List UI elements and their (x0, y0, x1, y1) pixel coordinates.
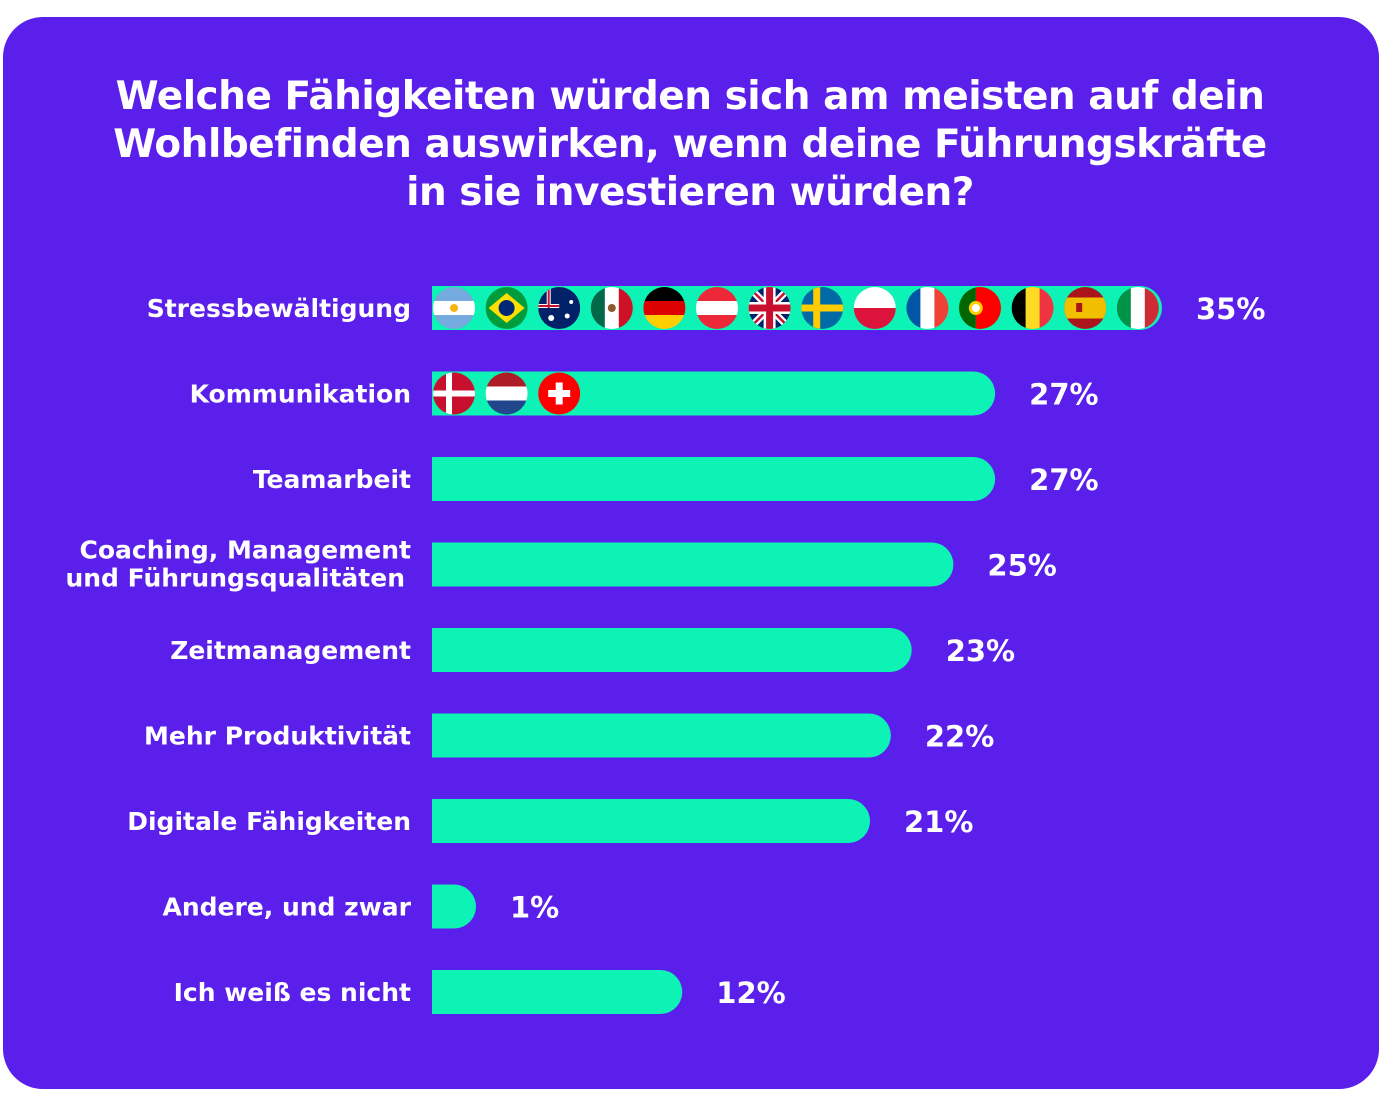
bar (432, 457, 996, 501)
argentina-flag-icon (433, 287, 475, 329)
category-label: Mehr Produktivität (144, 722, 411, 751)
category-label: Teamarbeit (253, 465, 411, 494)
bar (432, 713, 891, 758)
value-label: 25% (987, 549, 1056, 583)
australia-flag-icon (538, 287, 581, 329)
category-label: Digitale Fähigkeiten (127, 807, 411, 836)
value-label: 21% (904, 805, 973, 839)
value-label: 27% (1029, 378, 1098, 412)
sweden-flag-icon (801, 287, 844, 329)
france-flag-icon (906, 287, 949, 329)
poland-flag-icon (853, 287, 896, 329)
value-label: 1% (510, 891, 559, 925)
portugal-flag-icon (959, 287, 1001, 329)
category-label: Kommunikation (190, 380, 411, 409)
category-label: Andere, und zwar (162, 893, 411, 922)
category-label: Ich weiß es nicht (174, 978, 411, 1007)
bar (432, 628, 912, 672)
belgium-flag-icon (1011, 287, 1054, 329)
category-label: Zeitmanagement (170, 636, 411, 665)
spain-flag-icon (1064, 287, 1107, 329)
netherlands-flag-icon (485, 372, 528, 415)
value-label: 35% (1196, 292, 1265, 326)
austria-flag-icon (696, 287, 738, 329)
category-label: Coaching, Management und Führungsqualität… (65, 536, 411, 593)
bar (432, 970, 683, 1014)
value-label: 23% (946, 634, 1015, 668)
value-label: 27% (1029, 463, 1098, 497)
value-label: 22% (925, 720, 994, 754)
uk-flag-icon (748, 287, 791, 329)
switzerland-flag-icon (538, 372, 581, 415)
brazil-flag-icon (485, 287, 528, 329)
italy-flag-icon (1116, 287, 1159, 329)
mexico-flag-icon (590, 287, 633, 329)
bar (432, 884, 476, 929)
chart-title: Welche Fähigkeiten würden sich am meiste… (113, 74, 1267, 215)
value-label: 12% (716, 976, 785, 1010)
bar (432, 542, 954, 587)
category-label: Stressbewältigung (147, 294, 411, 323)
germany-flag-icon (643, 287, 686, 329)
bar (432, 799, 870, 843)
denmark-flag-icon (433, 372, 475, 415)
